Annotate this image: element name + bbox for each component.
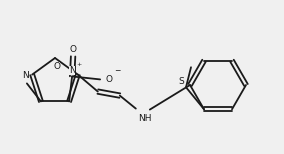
- Text: O: O: [53, 61, 60, 71]
- Text: N: N: [69, 66, 76, 75]
- Text: S: S: [178, 77, 184, 86]
- Text: O: O: [70, 45, 77, 54]
- Text: O: O: [105, 75, 112, 84]
- Text: N: N: [22, 71, 29, 80]
- Text: NH: NH: [138, 114, 151, 123]
- Text: +: +: [76, 62, 82, 67]
- Text: −: −: [114, 66, 120, 75]
